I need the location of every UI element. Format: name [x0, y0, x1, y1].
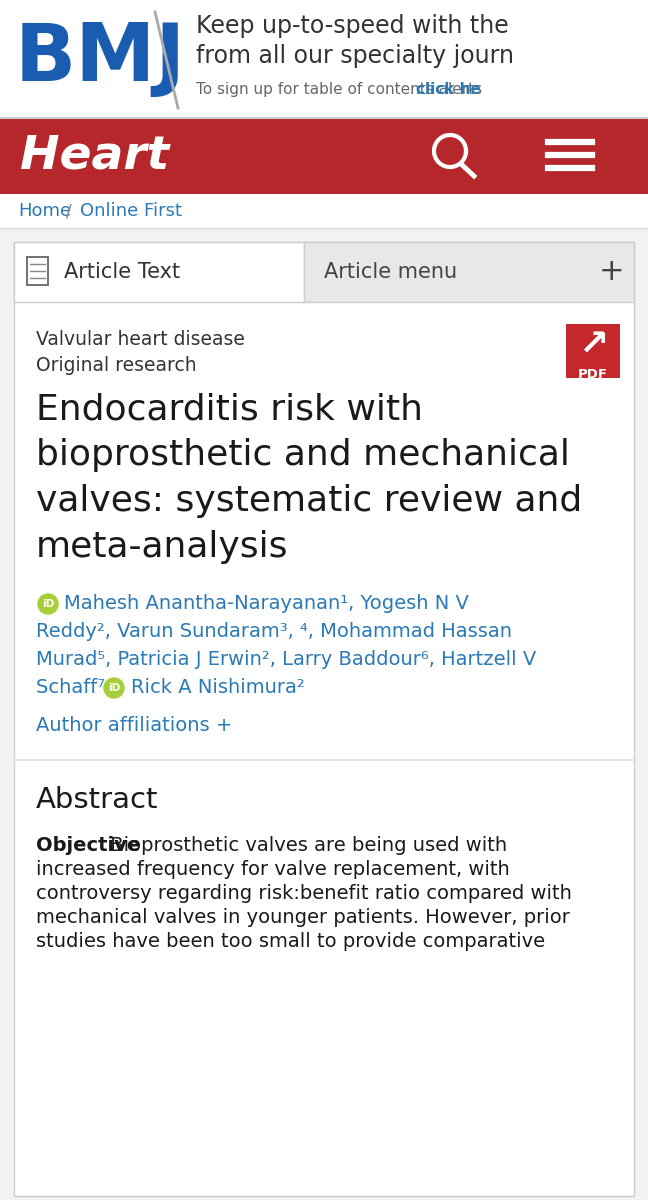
- FancyBboxPatch shape: [14, 242, 304, 302]
- Circle shape: [104, 678, 124, 698]
- Text: iD: iD: [42, 599, 54, 608]
- Text: click he: click he: [416, 82, 481, 97]
- FancyBboxPatch shape: [0, 228, 648, 1200]
- Text: Original research: Original research: [36, 356, 196, 374]
- Text: Home: Home: [18, 202, 71, 220]
- Text: BMJ: BMJ: [15, 20, 186, 98]
- Text: /: /: [60, 202, 78, 220]
- Text: mechanical valves in younger patients. However, prior: mechanical valves in younger patients. H…: [36, 908, 570, 926]
- Text: Mahesh Anantha-Narayanan¹, Yogesh N V: Mahesh Anantha-Narayanan¹, Yogesh N V: [64, 594, 469, 613]
- Text: Objective: Objective: [36, 836, 140, 854]
- Text: To sign up for table of contents alerts: To sign up for table of contents alerts: [196, 82, 487, 97]
- Text: Murad⁵, Patricia J Erwin², Larry Baddour⁶, Hartzell V: Murad⁵, Patricia J Erwin², Larry Baddour…: [36, 650, 537, 670]
- FancyBboxPatch shape: [0, 118, 648, 194]
- Text: Article menu: Article menu: [324, 262, 457, 282]
- Text: Article Text: Article Text: [64, 262, 180, 282]
- Text: ↗: ↗: [578, 329, 608, 362]
- FancyBboxPatch shape: [14, 242, 634, 1196]
- Text: Valvular heart disease: Valvular heart disease: [36, 330, 245, 349]
- Circle shape: [38, 594, 58, 614]
- Text: from all our specialty journ: from all our specialty journ: [196, 44, 514, 68]
- Text: increased frequency for valve replacement, with: increased frequency for valve replacemen…: [36, 860, 510, 878]
- Text: Author affiliations +: Author affiliations +: [36, 716, 233, 734]
- Text: bioprosthetic and mechanical: bioprosthetic and mechanical: [36, 438, 570, 472]
- FancyBboxPatch shape: [0, 0, 648, 118]
- Text: Abstract: Abstract: [36, 786, 159, 814]
- Text: PDF: PDF: [578, 368, 608, 382]
- FancyBboxPatch shape: [0, 194, 648, 228]
- Text: Rick A Nishimura²: Rick A Nishimura²: [131, 678, 305, 697]
- Text: iD: iD: [108, 683, 120, 692]
- Text: studies have been too small to provide comparative: studies have been too small to provide c…: [36, 932, 545, 950]
- Text: meta-analysis: meta-analysis: [36, 530, 288, 564]
- FancyBboxPatch shape: [27, 257, 48, 284]
- FancyBboxPatch shape: [304, 242, 634, 302]
- Text: +: +: [599, 258, 625, 287]
- Text: Reddy², Varun Sundaram³, ⁴, Mohammad Hassan: Reddy², Varun Sundaram³, ⁴, Mohammad Has…: [36, 622, 512, 641]
- Text: Endocarditis risk with: Endocarditis risk with: [36, 392, 423, 426]
- Text: valves: systematic review and: valves: systematic review and: [36, 484, 583, 518]
- Text: Bioprosthetic valves are being used with: Bioprosthetic valves are being used with: [104, 836, 507, 854]
- Text: Online First: Online First: [80, 202, 182, 220]
- Text: Keep up-to-speed with the: Keep up-to-speed with the: [196, 14, 509, 38]
- FancyBboxPatch shape: [566, 324, 620, 378]
- Text: controversy regarding risk:benefit ratio compared with: controversy regarding risk:benefit ratio…: [36, 884, 572, 902]
- Text: Schaff⁷,: Schaff⁷,: [36, 678, 117, 697]
- Text: Heart: Heart: [20, 133, 169, 179]
